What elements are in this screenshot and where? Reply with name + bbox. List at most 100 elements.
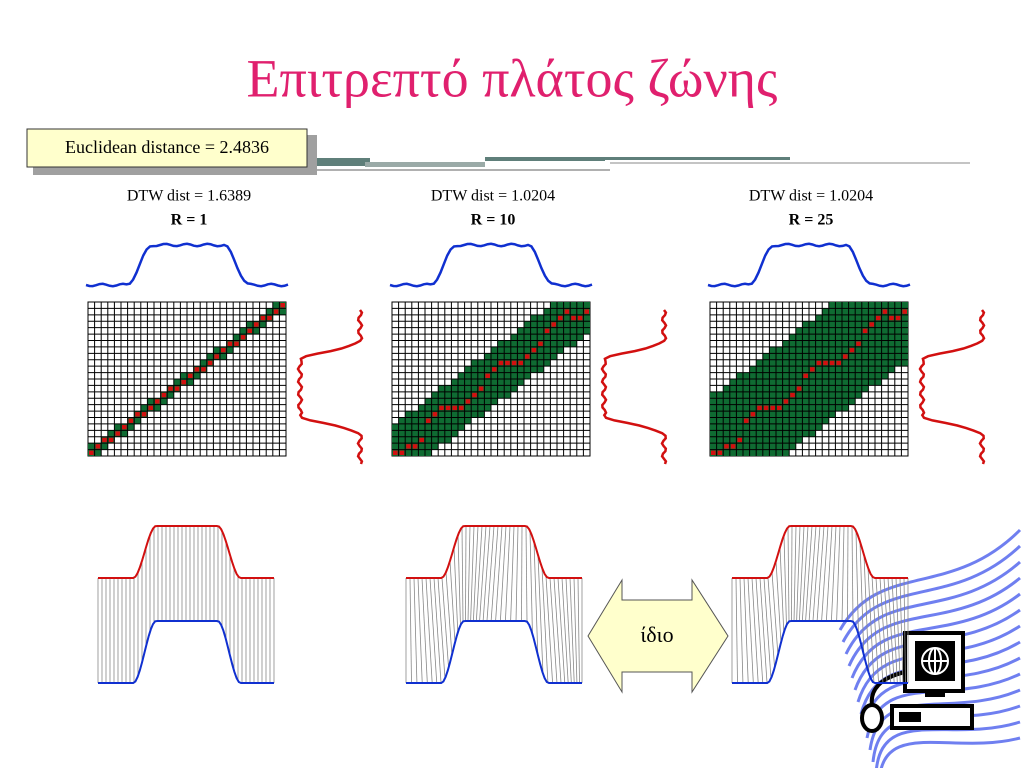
band-cell	[411, 430, 419, 437]
band-cell	[524, 334, 531, 341]
path-cell	[115, 431, 120, 436]
warp-line	[899, 577, 904, 684]
warp-line	[747, 577, 754, 684]
band-cell	[809, 340, 816, 347]
band-cell	[477, 391, 485, 399]
band-cell	[769, 423, 776, 431]
warp-bottom-curve	[732, 620, 908, 684]
band-cell	[802, 334, 809, 341]
band-cell	[504, 346, 511, 354]
band-cell	[802, 404, 809, 412]
band-cell	[881, 353, 889, 360]
band-cell	[809, 334, 816, 341]
path-cell	[240, 335, 246, 340]
band-cell	[868, 359, 875, 367]
path-cell	[895, 315, 901, 321]
path-cell	[478, 386, 484, 391]
query-curve	[389, 242, 593, 288]
band-cell	[570, 308, 577, 315]
band-cell	[464, 379, 472, 386]
band-cell	[842, 334, 849, 341]
band-cell	[154, 404, 161, 412]
band-cell	[835, 308, 842, 315]
band-cell	[795, 327, 803, 335]
band-cell	[842, 385, 849, 392]
path-cell	[95, 444, 101, 449]
band-cell	[497, 346, 505, 354]
warp-line	[895, 577, 901, 684]
band-cell	[802, 417, 809, 424]
band-cell	[438, 430, 445, 437]
band-cell	[881, 359, 889, 367]
band-cell	[789, 366, 796, 373]
band-cell	[842, 302, 849, 309]
band-cell	[537, 359, 544, 367]
band-cell	[743, 423, 750, 431]
band-cell	[828, 302, 836, 309]
band-cell	[570, 302, 577, 309]
band-cell	[134, 417, 141, 424]
band-cell	[491, 379, 498, 386]
path-cell	[869, 322, 874, 327]
warp-line	[836, 525, 841, 622]
band-cell	[504, 379, 511, 386]
band-cell	[543, 340, 551, 347]
band-cell	[756, 436, 763, 444]
band-cell	[530, 321, 538, 328]
band-cell	[762, 430, 770, 437]
band-cell	[855, 391, 862, 399]
band-cell	[861, 372, 869, 379]
band-cell	[537, 366, 544, 373]
band-cell	[894, 334, 902, 341]
band-cell	[444, 436, 452, 444]
band-cell	[835, 366, 842, 373]
band-cell	[723, 398, 730, 405]
band-cell	[517, 353, 524, 360]
band-cell	[121, 430, 128, 437]
band-cell	[537, 353, 544, 360]
warp-line	[771, 572, 779, 655]
band-cell	[550, 302, 557, 309]
band-cell	[835, 404, 842, 412]
band-cell	[438, 385, 445, 392]
path-cell	[511, 360, 517, 366]
path-cell	[525, 354, 530, 359]
band-cell	[762, 449, 770, 456]
band-cell	[510, 353, 518, 360]
band-cell	[795, 340, 803, 347]
band-cell	[537, 321, 544, 328]
band-cell	[543, 346, 551, 354]
band-cell	[451, 398, 458, 405]
r-label: R = 10	[471, 212, 516, 229]
band-cell	[510, 385, 518, 392]
band-cell	[789, 334, 796, 341]
band-cell	[769, 436, 776, 444]
band-cell	[510, 379, 518, 386]
warp-line	[903, 577, 906, 684]
band-cell	[782, 346, 790, 354]
band-cell	[776, 443, 783, 450]
band-cell	[789, 430, 796, 437]
dtw-label: DTW dist = 1.0204	[431, 188, 555, 205]
band-cell	[444, 417, 452, 424]
band-cell	[756, 430, 763, 437]
warp-line	[510, 525, 515, 622]
warp-line	[739, 577, 744, 684]
path-cell	[518, 360, 523, 366]
band-cell	[861, 340, 869, 347]
band-cell	[875, 353, 882, 360]
band-cell	[848, 391, 856, 399]
band-cell	[789, 340, 796, 347]
band-cell	[398, 436, 406, 444]
band-cell	[114, 423, 121, 431]
band-cell	[710, 417, 717, 424]
band-cell	[398, 423, 406, 431]
band-cell	[822, 366, 829, 373]
query-curve	[85, 242, 289, 288]
warp-line	[830, 525, 837, 622]
band-cell	[510, 366, 518, 373]
band-cell	[140, 404, 148, 412]
warp-line	[499, 525, 507, 622]
band-cell	[809, 430, 816, 437]
band-cell	[822, 327, 829, 335]
